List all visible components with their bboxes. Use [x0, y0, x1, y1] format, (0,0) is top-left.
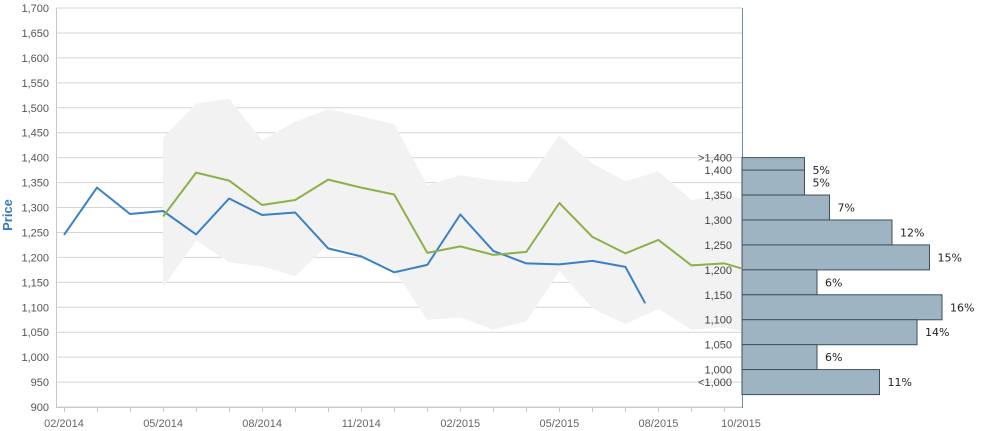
y-tick-label: 950	[31, 377, 49, 389]
histogram-percent-label: 5%	[813, 164, 830, 177]
y-tick-label: 1,550	[21, 78, 49, 90]
y-tick-label: 1,450	[21, 128, 49, 140]
histogram-bar	[741, 169, 805, 196]
histogram-bar	[741, 294, 943, 321]
histogram-percent-label: 14%	[925, 326, 949, 339]
x-tick-label: 08/2014	[242, 418, 282, 430]
histogram-percent-label: 7%	[838, 202, 855, 215]
histogram-bin-label: 1,000	[704, 365, 732, 377]
histogram-bin-label: 1,300	[704, 215, 732, 227]
series-line-1	[63, 186, 647, 304]
histogram-bar	[741, 244, 930, 271]
histogram-percent-label: 11%	[888, 376, 912, 389]
y-axis-label: Price	[0, 199, 15, 231]
histogram: >1,400 5% 1,400 5% 1,350 7% 1,300 12% 1,250 15% 1,…	[698, 153, 974, 396]
histogram-percent-label: 5%	[813, 177, 830, 190]
y-tick-label: 1,400	[21, 153, 49, 165]
y-tick-label: 1,250	[21, 227, 49, 239]
histogram-percent-label: 12%	[900, 226, 924, 239]
forecast-band	[163, 98, 742, 332]
y-tick-label: 1,600	[21, 53, 49, 65]
histogram-bin-label: >1,400	[698, 153, 732, 165]
histogram-bin-label: 1,200	[704, 265, 732, 277]
histogram-bin-label: 1,400	[704, 165, 732, 177]
y-tick-label: 1,000	[21, 352, 49, 364]
x-tick-label: 11/2014	[342, 418, 381, 430]
y-tick-label: 1,700	[21, 3, 49, 15]
x-tick-label: 05/2014	[143, 418, 183, 430]
y-tick-label: 1,650	[21, 28, 49, 40]
histogram-bin-label: <1,000	[698, 377, 732, 389]
histogram-bar	[741, 269, 818, 296]
series-lines	[63, 171, 742, 304]
histogram-bin-label: 1,350	[704, 190, 732, 202]
band-area	[163, 98, 742, 332]
y-tick-label: 1,300	[21, 203, 49, 215]
y-tick-label: 1,200	[21, 252, 49, 264]
y-tick-labels: 900 950 1,000 1,050 1,100 1,150 1,200 1,250 1,30…	[21, 3, 49, 414]
y-tick-label: 1,100	[21, 302, 49, 314]
x-tick-labels: 02/2014 05/2014 08/2014 11/2014 02/2015 05/20…	[44, 418, 761, 430]
histogram-bin-label: 1,250	[704, 240, 732, 252]
y-tick-label: 1,150	[21, 277, 49, 289]
series-line-2	[162, 171, 742, 270]
x-tick-label: 10/2015	[721, 418, 761, 430]
histogram-bin-label: 1,050	[704, 340, 732, 352]
x-tick-label: 02/2015	[440, 418, 480, 430]
x-tick-label: 02/2014	[44, 418, 84, 430]
y-tick-label: 1,350	[21, 178, 49, 190]
histogram-bar	[741, 194, 830, 221]
y-tick-label: 1,500	[21, 103, 49, 115]
x-tick-label: 08/2015	[639, 418, 679, 430]
y-tick-label: 1,050	[21, 327, 49, 339]
histogram-bin-label: 1,150	[704, 290, 732, 302]
histogram-bar	[741, 344, 818, 371]
x-tick-label: 05/2015	[539, 418, 579, 430]
histogram-bin-label: 1,100	[704, 315, 732, 327]
histogram-percent-label: 15%	[938, 251, 962, 264]
histogram-percent-label: 16%	[950, 301, 974, 314]
histogram-bar	[741, 369, 880, 396]
y-tick-label: 900	[31, 402, 49, 414]
histogram-bar	[741, 219, 893, 246]
histogram-percent-label: 6%	[825, 351, 842, 364]
histogram-percent-label: 6%	[825, 276, 842, 289]
histogram-bar	[741, 319, 918, 346]
